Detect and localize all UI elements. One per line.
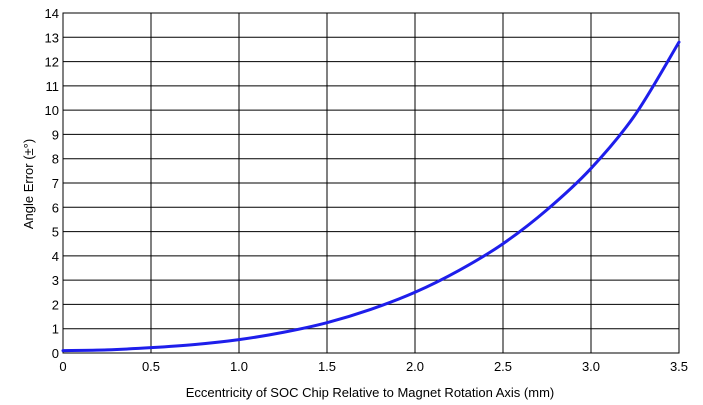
y-tick-label: 10 — [45, 103, 59, 118]
x-tick-labels: 0 0.5 1.0 1.5 2.0 2.5 3.0 3.5 — [59, 359, 688, 374]
y-tick-label: 6 — [52, 200, 59, 215]
y-tick-label: 4 — [52, 249, 59, 264]
x-tick-label: 0 — [59, 359, 66, 374]
x-tick-label: 2.0 — [406, 359, 424, 374]
y-tick-label: 9 — [52, 127, 59, 142]
x-tick-label: 2.5 — [494, 359, 512, 374]
x-tick-label: 1.5 — [318, 359, 336, 374]
y-tick-label: 3 — [52, 273, 59, 288]
grid — [62, 12, 680, 354]
plot-frame — [62, 12, 680, 354]
series-layer — [61, 40, 681, 353]
y-tick-label: 1 — [52, 322, 59, 337]
y-tick-label: 8 — [52, 152, 59, 167]
y-tick-label: 14 — [45, 6, 59, 21]
y-tick-label: 11 — [46, 79, 60, 94]
x-tick-label: 3.5 — [670, 359, 688, 374]
y-tick-label: 0 — [52, 346, 59, 361]
x-axis-label: Eccentricity of SOC Chip Relative to Mag… — [186, 385, 554, 400]
y-tick-label: 7 — [52, 176, 59, 191]
y-tick-label: 13 — [45, 30, 59, 45]
plot-border — [62, 12, 680, 354]
series-line — [61, 40, 681, 353]
y-tick-label: 2 — [52, 297, 59, 312]
x-tick-label: 0.5 — [142, 359, 160, 374]
y-axis-label: Angle Error (±°) — [21, 139, 36, 229]
x-tick-label: 3.0 — [582, 359, 600, 374]
y-tick-label: 5 — [52, 225, 59, 240]
x-tick-label: 1.0 — [230, 359, 248, 374]
y-tick-label: 12 — [45, 55, 59, 70]
